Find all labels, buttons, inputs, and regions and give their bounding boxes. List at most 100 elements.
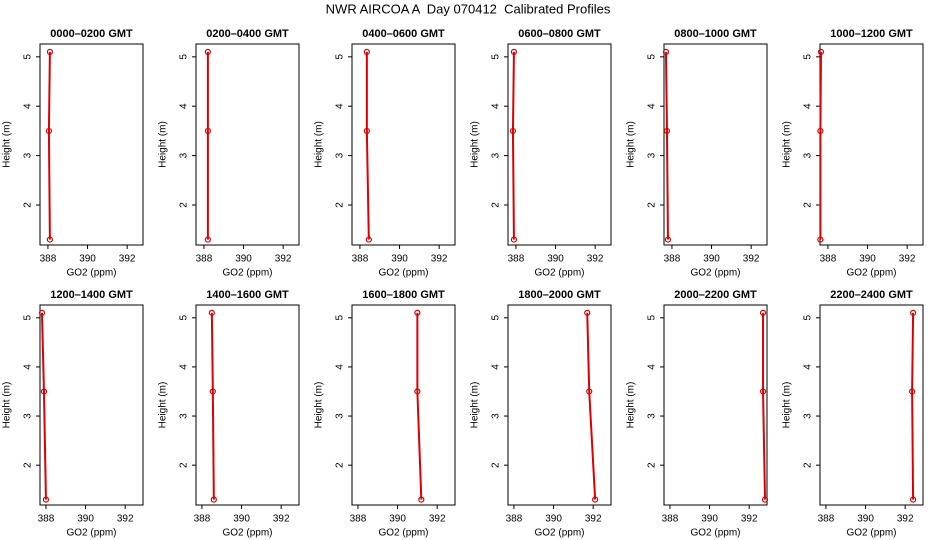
y-tick-label: 3 xyxy=(335,152,346,158)
profile-point xyxy=(592,496,599,503)
y-tick-label: 5 xyxy=(179,315,190,321)
x-tick-label: 388 xyxy=(662,514,679,525)
profile-point xyxy=(363,48,370,56)
y-tick-label: 4 xyxy=(335,364,346,370)
y-tick-label: 2 xyxy=(491,462,502,468)
y-tick-label: 3 xyxy=(179,152,190,158)
x-axis-label: GO2 (ppm) xyxy=(222,268,272,279)
y-tick-label: 2 xyxy=(647,462,658,468)
profile-point xyxy=(662,48,670,56)
x-tick-label: 390 xyxy=(391,254,408,265)
y-tick-label: 4 xyxy=(179,103,190,109)
x-tick-label: 390 xyxy=(703,254,720,265)
x-tick-label: 388 xyxy=(664,254,681,265)
profile-point xyxy=(510,236,518,243)
plot-frame xyxy=(663,43,768,246)
profile-point xyxy=(204,127,211,135)
profile-point xyxy=(45,127,53,135)
y-axis-label: Height (m) xyxy=(158,121,169,168)
y-tick-label: 2 xyxy=(335,202,346,208)
profile-point xyxy=(46,236,54,243)
y-axis-label: Height (m) xyxy=(2,121,13,168)
y-tick-label: 5 xyxy=(803,54,814,60)
profile-point xyxy=(209,388,216,395)
y-tick-label: 5 xyxy=(647,315,658,321)
y-axis-label: Height (m) xyxy=(782,382,793,429)
x-tick-label: 388 xyxy=(818,514,835,525)
x-axis-label: GO2 (ppm) xyxy=(846,528,896,539)
y-axis-label: Height (m) xyxy=(314,382,325,429)
y-tick-label: 3 xyxy=(647,152,658,158)
y-tick-label: 3 xyxy=(491,152,502,158)
plot-frame xyxy=(195,304,300,506)
x-tick-label: 392 xyxy=(119,254,136,265)
profile-point xyxy=(38,309,46,316)
panel-title: 2200–2400 GMT xyxy=(830,289,913,301)
profile-line xyxy=(47,51,51,240)
x-tick-label: 392 xyxy=(741,514,758,525)
panel-title: 2000–2200 GMT xyxy=(674,289,757,301)
panel-title: 0400–0600 GMT xyxy=(362,28,445,40)
y-tick-label: 4 xyxy=(647,103,658,109)
profile-point xyxy=(817,236,824,243)
x-tick-label: 388 xyxy=(194,514,211,525)
panel-title: 0200–0400 GMT xyxy=(206,28,289,40)
profile-line xyxy=(40,312,47,500)
y-tick-label: 2 xyxy=(23,462,34,468)
plot-frame xyxy=(663,304,768,506)
profile-line xyxy=(511,51,515,240)
y-tick-label: 2 xyxy=(335,462,346,468)
profile-point xyxy=(365,236,372,243)
y-tick-label: 4 xyxy=(803,364,814,370)
y-tick-label: 3 xyxy=(335,413,346,419)
x-tick-label: 388 xyxy=(40,254,57,265)
x-axis-label: GO2 (ppm) xyxy=(222,528,272,539)
panel-title: 1200–1400 GMT xyxy=(50,289,133,301)
y-tick-label: 2 xyxy=(23,202,34,208)
y-axis-label: Height (m) xyxy=(158,382,169,429)
x-tick-label: 392 xyxy=(587,254,604,265)
profile-line xyxy=(819,51,822,240)
y-tick-label: 3 xyxy=(803,413,814,419)
x-axis-label: GO2 (ppm) xyxy=(534,528,584,539)
profile-point xyxy=(363,127,370,135)
x-tick-label: 392 xyxy=(743,254,760,265)
profile-point xyxy=(817,48,825,56)
y-tick-label: 4 xyxy=(23,364,34,370)
y-tick-label: 5 xyxy=(335,54,346,60)
x-tick-label: 388 xyxy=(506,514,523,525)
x-tick-label: 388 xyxy=(820,254,837,265)
x-tick-label: 392 xyxy=(275,254,292,265)
x-tick-label: 388 xyxy=(352,254,369,265)
panel-title: 1600–1800 GMT xyxy=(362,289,445,301)
profile-point xyxy=(208,309,215,316)
y-tick-label: 4 xyxy=(803,103,814,109)
plot-frame xyxy=(819,43,924,246)
x-tick-label: 392 xyxy=(431,254,448,265)
profile-point xyxy=(663,127,671,135)
x-tick-label: 390 xyxy=(859,254,876,265)
y-tick-label: 3 xyxy=(803,152,814,158)
y-tick-label: 4 xyxy=(647,364,658,370)
y-tick-label: 2 xyxy=(647,202,658,208)
y-axis-label: Height (m) xyxy=(470,121,481,168)
x-tick-label: 390 xyxy=(701,514,718,525)
y-axis-label: Height (m) xyxy=(314,121,325,168)
y-tick-label: 2 xyxy=(179,462,190,468)
x-axis-label: GO2 (ppm) xyxy=(66,268,116,279)
x-tick-label: 392 xyxy=(273,514,290,525)
profile-point xyxy=(909,496,917,503)
profile-point xyxy=(418,496,425,503)
y-tick-label: 2 xyxy=(179,202,190,208)
panel-title: 0800–1000 GMT xyxy=(674,28,757,40)
y-tick-label: 3 xyxy=(179,413,190,419)
profile-line xyxy=(416,312,423,500)
page-title: NWR AIRCOA A Day 070412 Calibrated Profi… xyxy=(326,1,611,16)
profile-point xyxy=(204,236,211,243)
x-tick-label: 392 xyxy=(429,514,446,525)
y-tick-label: 4 xyxy=(491,103,502,109)
x-axis-label: GO2 (ppm) xyxy=(378,528,428,539)
plot-frame xyxy=(351,304,456,506)
profile-point xyxy=(510,48,518,56)
y-tick-label: 3 xyxy=(23,413,34,419)
